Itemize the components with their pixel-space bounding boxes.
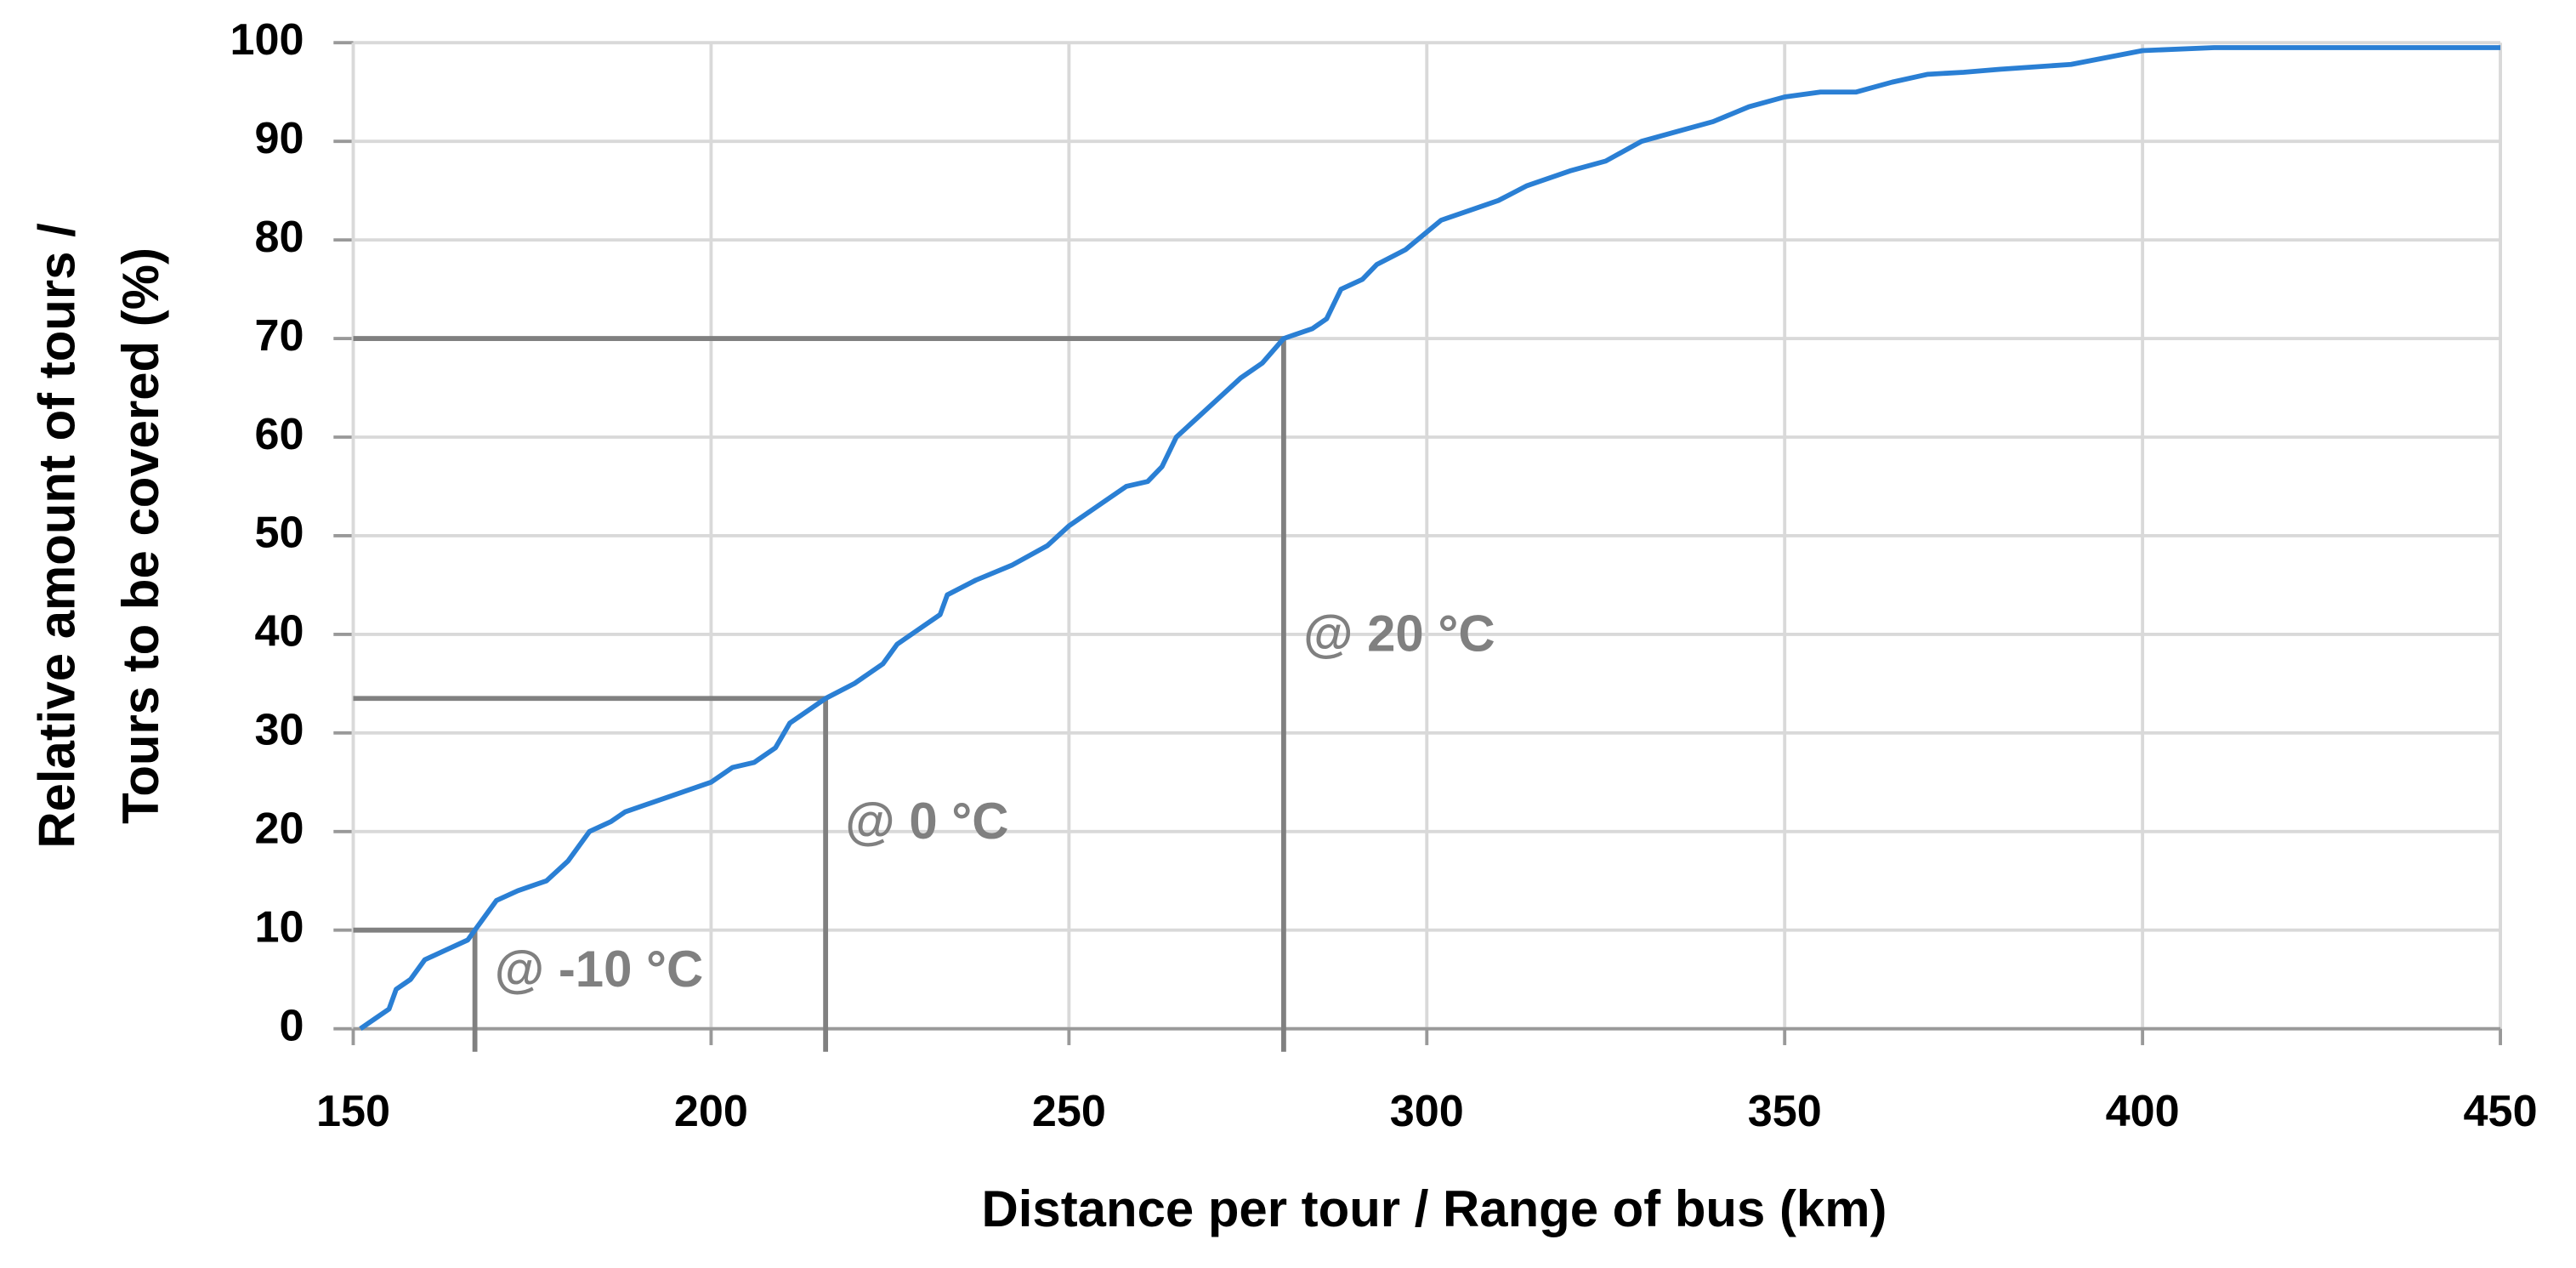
y-axis-title: Tours to be covered (%) [112, 247, 169, 824]
annotation: @ 20 °C [1303, 606, 1495, 662]
x-tick-label: 450 [2464, 1087, 2538, 1136]
x-tick-label: 150 [316, 1087, 390, 1136]
annotation: @ 0 °C [845, 793, 1008, 850]
y-tick-label: 20 [255, 805, 304, 854]
reference-line [353, 927, 478, 1052]
reference-line [353, 696, 829, 1052]
y-tick-label: 70 [255, 311, 304, 361]
y-axis-title: Relative amount of tours / [28, 223, 85, 849]
y-tick-label: 80 [255, 213, 304, 262]
y-tick-label: 90 [255, 114, 304, 163]
x-axis-title: Distance per tour / Range of bus (km) [982, 1180, 1887, 1237]
y-tick-label: 100 [230, 15, 304, 65]
y-tick-label: 60 [255, 410, 304, 459]
y-tick-label: 30 [255, 706, 304, 755]
x-tick-label: 350 [1748, 1087, 1822, 1136]
y-tick-label: 50 [255, 509, 304, 558]
annotation: @ -10 °C [495, 941, 703, 998]
x-tick-label: 300 [1390, 1087, 1464, 1136]
y-tick-label: 40 [255, 607, 304, 657]
reference-line [353, 336, 1286, 1052]
x-tick-label: 250 [1032, 1087, 1106, 1136]
data-line [359, 45, 2501, 1032]
y-tick-label: 0 [280, 1001, 304, 1050]
x-tick-label: 200 [674, 1087, 748, 1136]
x-tick-label: 400 [2106, 1087, 2180, 1136]
y-tick-label: 10 [255, 902, 304, 952]
